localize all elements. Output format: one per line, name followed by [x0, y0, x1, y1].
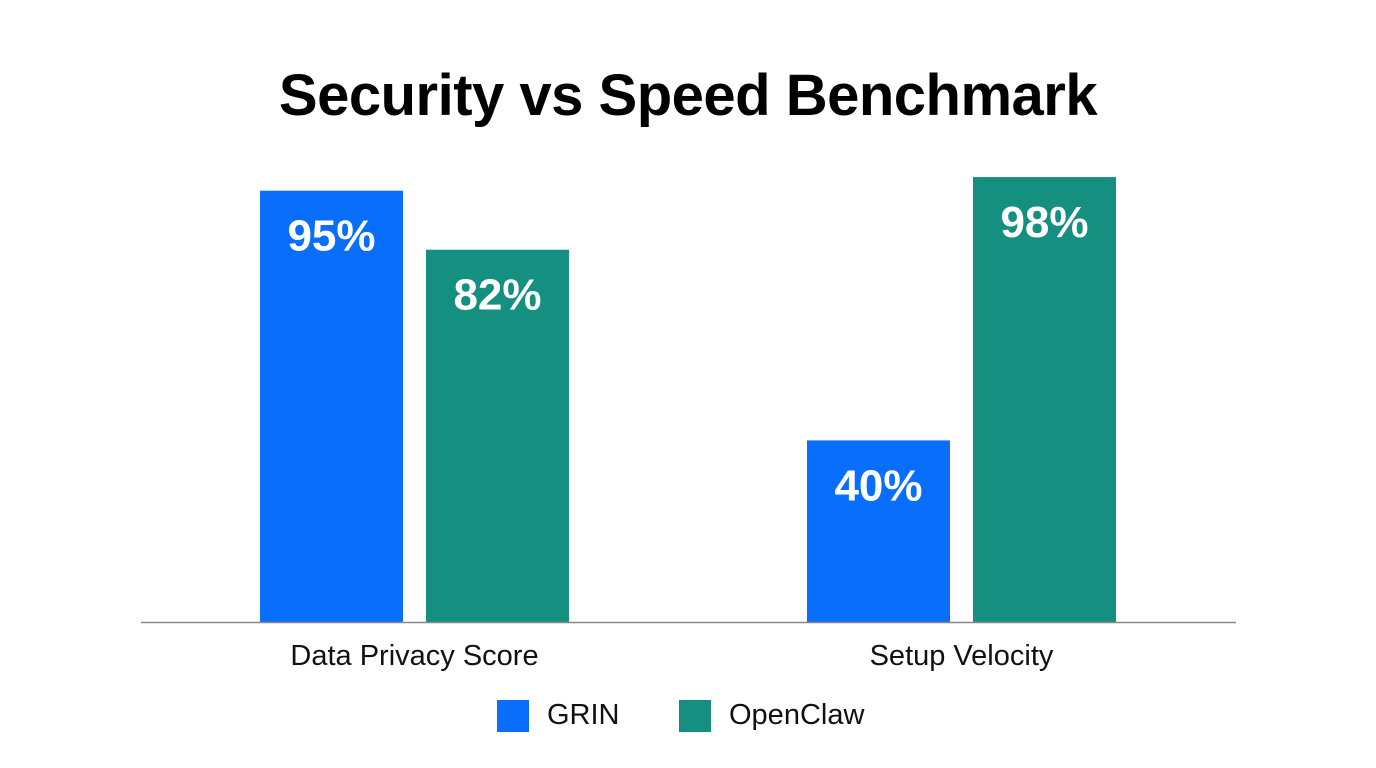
legend-label-openclaw: OpenClaw — [729, 699, 865, 731]
data-label-openclaw-1: 98% — [1000, 198, 1088, 247]
legend-item-openclaw: OpenClaw — [679, 699, 864, 732]
category-label-1: Setup Velocity — [870, 640, 1054, 672]
category-label-0: Data Privacy Score — [290, 640, 538, 672]
legend-item-grin: GRIN — [497, 699, 620, 732]
bar-openclaw-0 — [426, 249, 569, 622]
legend-swatch-openclaw — [679, 699, 711, 732]
legend-swatch-grin — [497, 699, 529, 732]
data-label-grin-0: 95% — [287, 212, 375, 261]
chart-title: Security vs Speed Benchmark — [278, 63, 1098, 128]
bar-grin-1 — [807, 440, 950, 622]
legend-label-grin: GRIN — [547, 699, 620, 731]
bar-grin-0 — [260, 190, 403, 622]
data-label-grin-1: 40% — [834, 461, 922, 510]
bar-openclaw-1 — [973, 177, 1116, 622]
data-label-openclaw-0: 82% — [453, 271, 541, 320]
